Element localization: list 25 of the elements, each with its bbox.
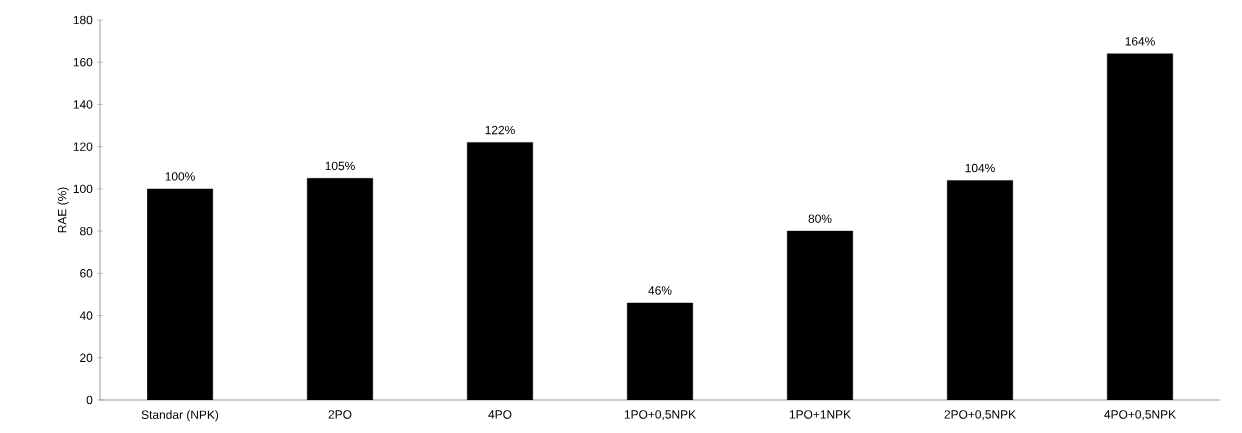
x-tick-label: 4PO: [488, 410, 512, 419]
data-label: 100%: [165, 172, 195, 181]
y-tick-label: 180: [73, 15, 93, 25]
y-tick-label: 160: [73, 57, 93, 67]
y-tick-label: 20: [80, 353, 93, 362]
y-axis-title: RAE (%): [57, 187, 69, 233]
y-tick-label: 100: [73, 184, 93, 194]
data-label: 164%: [1125, 37, 1155, 46]
data-label: 104%: [965, 163, 995, 173]
y-tick-label: 120: [73, 142, 93, 151]
y-tick-label: 60: [80, 269, 93, 278]
y-tick-label: 140: [73, 100, 93, 109]
data-label: 46%: [648, 286, 672, 295]
x-tick-label: 2PO+0,5NPK: [944, 410, 1016, 421]
y-tick-label: 0: [86, 395, 93, 405]
data-label: 122%: [485, 125, 515, 135]
x-tick-label: 4PO+0,5NPK: [1104, 410, 1176, 421]
y-tick-label: 80: [80, 226, 93, 236]
y-tick-label: 40: [79, 311, 93, 320]
x-tick-label: 1PO+0,5NPK: [624, 410, 696, 421]
x-tick-label: 2PO: [328, 410, 352, 419]
data-label: 80%: [808, 214, 832, 223]
x-tick-label: 1PO+1NPK: [789, 410, 851, 419]
x-tick-label: Standar (NPK): [141, 410, 219, 422]
data-label: 105%: [325, 161, 355, 171]
